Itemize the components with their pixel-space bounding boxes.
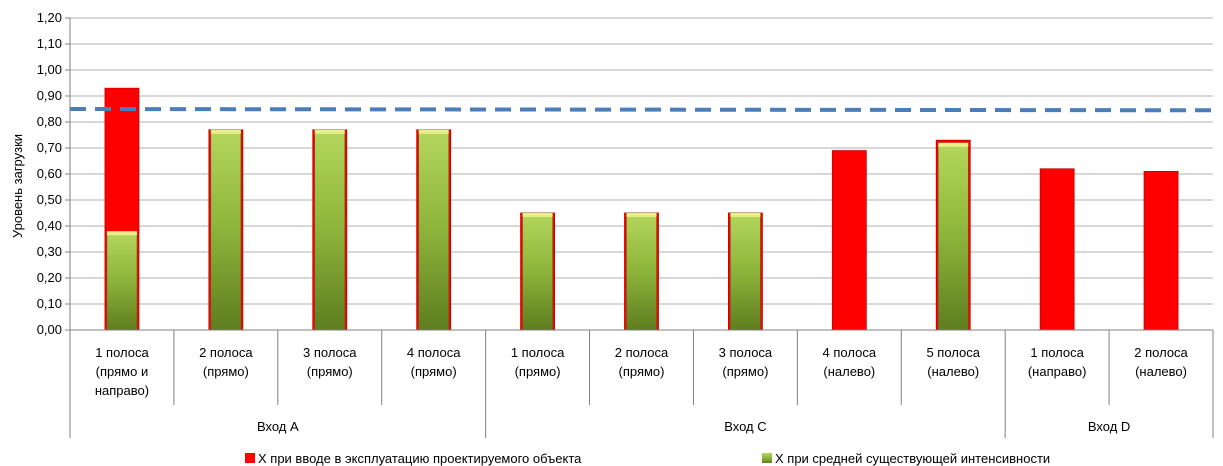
bar-green-cap — [418, 129, 449, 134]
category-label: 4 полоса (налево) — [823, 345, 877, 379]
y-tick-label: 0,80 — [37, 114, 62, 129]
bar-green-cap — [210, 129, 241, 134]
category-label: 5 полоса (налево) — [926, 345, 980, 379]
y-tick-label: 0,40 — [37, 218, 62, 233]
y-tick-label: 0,00 — [37, 322, 62, 337]
bar-green — [626, 212, 657, 331]
bar-green-cap — [730, 213, 761, 217]
group-label: Вход С — [724, 419, 766, 434]
y-axis-label: Уровень загрузки — [10, 134, 25, 238]
bar-red — [831, 150, 867, 331]
bar-red — [1039, 168, 1075, 331]
bar-green-cap — [938, 142, 969, 147]
y-tick-label: 0,10 — [37, 296, 62, 311]
y-tick-label: 0,60 — [37, 166, 62, 181]
y-axis-ticks: 0,00 0,10 0,20 0,30 0,40 0,50 0,60 0,70 0,80 0,90… — [37, 10, 70, 337]
bar-green-cap — [314, 129, 345, 134]
bar-green — [210, 129, 242, 331]
y-tick-label: 0,90 — [37, 88, 62, 103]
y-tick-label: 0,70 — [37, 140, 62, 155]
axes — [69, 18, 1214, 438]
bar-green-cap — [522, 213, 553, 217]
bar-green-cap — [106, 231, 137, 236]
category-label: 1 полоса (прямо) — [511, 345, 565, 379]
bar-green — [314, 129, 346, 331]
legend: Х при вводе в эксплуатацию проектируемог… — [245, 451, 1050, 466]
category-label: 1 полоса (направо) — [1028, 345, 1087, 379]
threshold-dash — [69, 107, 1214, 113]
bar-green — [418, 129, 449, 331]
category-label: 3 полоса (прямо) — [719, 345, 773, 379]
category-label: 2 полоса (прямо) — [615, 345, 669, 379]
group-label: Вход D — [1088, 419, 1130, 434]
legend-red-label: Х при вводе в эксплуатацию проектируемог… — [258, 451, 582, 466]
category-label: 4 полоса (прямо) — [407, 345, 461, 379]
bar-green — [937, 142, 969, 331]
legend-red-swatch — [245, 453, 255, 463]
bar-green-cap — [626, 213, 657, 217]
threshold-line — [69, 107, 1214, 113]
bar-green — [106, 230, 138, 331]
y-tick-label: 0,30 — [37, 244, 62, 259]
legend-green-swatch — [762, 453, 772, 463]
bar-green — [730, 212, 761, 331]
bar-green — [522, 212, 553, 331]
bars — [104, 87, 1179, 331]
group-label: Вход А — [257, 419, 299, 434]
category-label: 2 полоса (прямо) — [199, 345, 253, 379]
y-tick-label: 0,50 — [37, 192, 62, 207]
y-tick-label: 0,20 — [37, 270, 62, 285]
y-tick-label: 1,10 — [37, 36, 62, 51]
category-label: 1 полоса (прямо и направо) — [95, 345, 150, 398]
y-tick-label: 1,20 — [37, 10, 62, 25]
legend-green-label: Х при средней существующей интенсивности — [775, 451, 1050, 466]
category-label: 3 полоса (прямо) — [303, 345, 357, 379]
category-label: 2 полоса (налево) — [1134, 345, 1188, 379]
y-tick-label: 1,00 — [37, 62, 62, 77]
x-axis-labels: 1 полоса (прямо и направо) 2 полоса (прямо) 3… — [95, 345, 1189, 434]
bar-red — [1143, 170, 1179, 331]
